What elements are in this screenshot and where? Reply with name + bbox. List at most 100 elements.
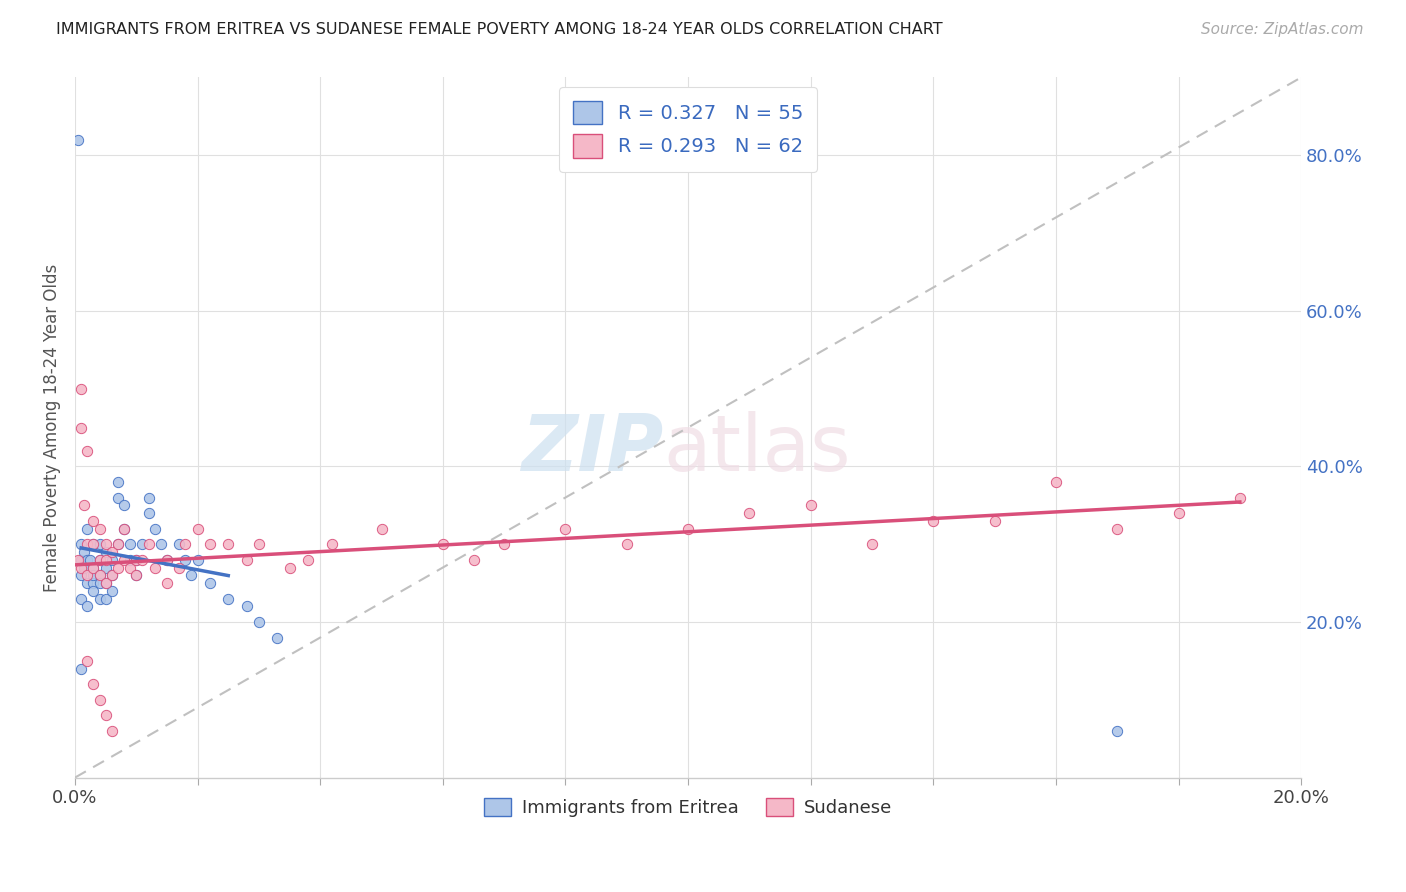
Point xyxy=(922,514,945,528)
Point xyxy=(1229,491,1251,505)
Point xyxy=(1107,723,1129,738)
Point xyxy=(554,522,576,536)
Point xyxy=(112,522,135,536)
Point xyxy=(174,553,197,567)
Point xyxy=(70,553,93,567)
Text: IMMIGRANTS FROM ERITREA VS SUDANESE FEMALE POVERTY AMONG 18-24 YEAR OLDS CORRELA: IMMIGRANTS FROM ERITREA VS SUDANESE FEMA… xyxy=(56,22,943,37)
Point xyxy=(89,692,111,706)
Point xyxy=(321,537,343,551)
Point xyxy=(94,537,117,551)
Point xyxy=(70,420,93,434)
Point xyxy=(247,537,270,551)
Point xyxy=(800,498,823,512)
Point xyxy=(70,662,93,676)
Point xyxy=(138,537,160,551)
Point xyxy=(82,583,104,598)
Point xyxy=(167,560,190,574)
Point xyxy=(112,522,135,536)
Point xyxy=(82,560,104,574)
Point xyxy=(1167,506,1189,520)
Point xyxy=(131,553,153,567)
Point xyxy=(89,568,111,582)
Point xyxy=(89,591,111,606)
Point xyxy=(125,568,148,582)
Point xyxy=(94,576,117,591)
Point xyxy=(94,708,117,723)
Point xyxy=(89,553,111,567)
Point xyxy=(101,545,124,559)
Point xyxy=(107,475,129,489)
Point xyxy=(860,537,883,551)
Point xyxy=(94,545,117,559)
Point xyxy=(143,522,166,536)
Text: ZIP: ZIP xyxy=(522,410,664,486)
Point xyxy=(494,537,516,551)
Point xyxy=(120,553,142,567)
Point xyxy=(73,545,96,559)
Point xyxy=(278,560,301,574)
Point xyxy=(143,560,166,574)
Point xyxy=(247,615,270,629)
Point xyxy=(73,560,96,574)
Legend: Immigrants from Eritrea, Sudanese: Immigrants from Eritrea, Sudanese xyxy=(477,790,900,824)
Point xyxy=(266,631,288,645)
Point xyxy=(82,537,104,551)
Point xyxy=(138,491,160,505)
Point xyxy=(94,560,117,574)
Point xyxy=(82,576,104,591)
Point xyxy=(235,553,257,567)
Point xyxy=(76,599,98,614)
Y-axis label: Female Poverty Among 18-24 Year Olds: Female Poverty Among 18-24 Year Olds xyxy=(44,263,60,591)
Point xyxy=(101,568,124,582)
Point xyxy=(70,537,93,551)
Point xyxy=(198,537,221,551)
Point xyxy=(76,576,98,591)
Point xyxy=(112,553,135,567)
Point xyxy=(67,553,90,567)
Point xyxy=(76,537,98,551)
Point xyxy=(112,498,135,512)
Point xyxy=(101,553,124,567)
Point xyxy=(125,553,148,567)
Point xyxy=(76,443,98,458)
Point xyxy=(107,491,129,505)
Point xyxy=(198,576,221,591)
Point xyxy=(82,677,104,691)
Point xyxy=(94,553,117,567)
Point xyxy=(370,522,392,536)
Point xyxy=(82,568,104,582)
Point xyxy=(107,560,129,574)
Point xyxy=(70,560,93,574)
Point xyxy=(89,576,111,591)
Point xyxy=(107,537,129,551)
Point xyxy=(156,576,179,591)
Point xyxy=(125,568,148,582)
Point xyxy=(297,553,319,567)
Point xyxy=(70,382,93,396)
Point xyxy=(101,583,124,598)
Point xyxy=(217,537,239,551)
Point xyxy=(187,522,209,536)
Point xyxy=(738,506,761,520)
Point xyxy=(131,537,153,551)
Point xyxy=(156,553,179,567)
Point xyxy=(156,553,179,567)
Point xyxy=(76,568,98,582)
Point xyxy=(983,514,1005,528)
Point xyxy=(94,591,117,606)
Point xyxy=(82,514,104,528)
Point xyxy=(187,553,209,567)
Point xyxy=(82,560,104,574)
Point xyxy=(79,553,101,567)
Point xyxy=(89,537,111,551)
Point xyxy=(76,654,98,668)
Point xyxy=(120,537,142,551)
Point xyxy=(107,537,129,551)
Point xyxy=(616,537,638,551)
Point xyxy=(94,576,117,591)
Point xyxy=(125,553,148,567)
Point xyxy=(101,568,124,582)
Point xyxy=(180,568,202,582)
Point xyxy=(432,537,454,551)
Point xyxy=(89,568,111,582)
